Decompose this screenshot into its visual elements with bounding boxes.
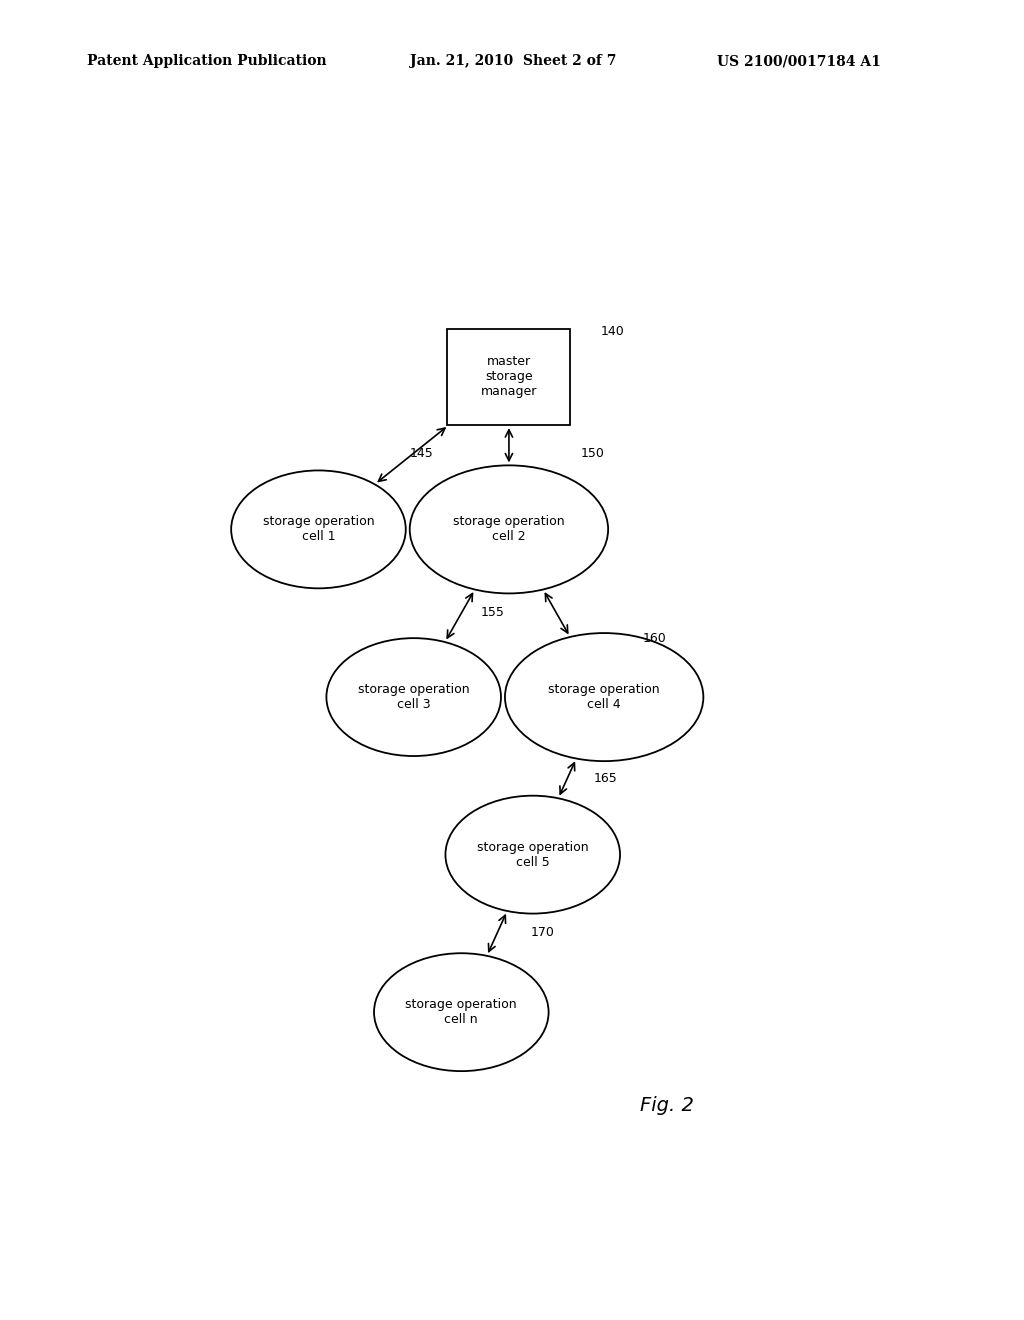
Text: Patent Application Publication: Patent Application Publication [87,54,327,69]
Text: US 2100/0017184 A1: US 2100/0017184 A1 [717,54,881,69]
Ellipse shape [410,466,608,594]
Text: master
storage
manager: master storage manager [480,355,538,399]
Text: 155: 155 [481,606,505,619]
Ellipse shape [445,796,621,913]
Text: storage operation
cell 5: storage operation cell 5 [477,841,589,869]
Text: 140: 140 [600,325,624,338]
Ellipse shape [231,470,406,589]
Text: storage operation
cell 3: storage operation cell 3 [357,682,470,711]
FancyBboxPatch shape [447,329,570,425]
Text: storage operation
cell 4: storage operation cell 4 [548,682,660,711]
Text: 170: 170 [531,927,555,940]
Ellipse shape [374,953,549,1071]
Text: 165: 165 [594,772,617,785]
Text: storage operation
cell n: storage operation cell n [406,998,517,1026]
Text: 145: 145 [410,446,433,459]
Ellipse shape [505,634,703,762]
Text: 150: 150 [581,446,604,459]
Text: Jan. 21, 2010  Sheet 2 of 7: Jan. 21, 2010 Sheet 2 of 7 [410,54,616,69]
Text: storage operation
cell 1: storage operation cell 1 [262,515,375,544]
Text: storage operation
cell 2: storage operation cell 2 [453,515,565,544]
Ellipse shape [327,638,501,756]
Text: 160: 160 [642,632,666,644]
Text: Fig. 2: Fig. 2 [640,1096,693,1115]
